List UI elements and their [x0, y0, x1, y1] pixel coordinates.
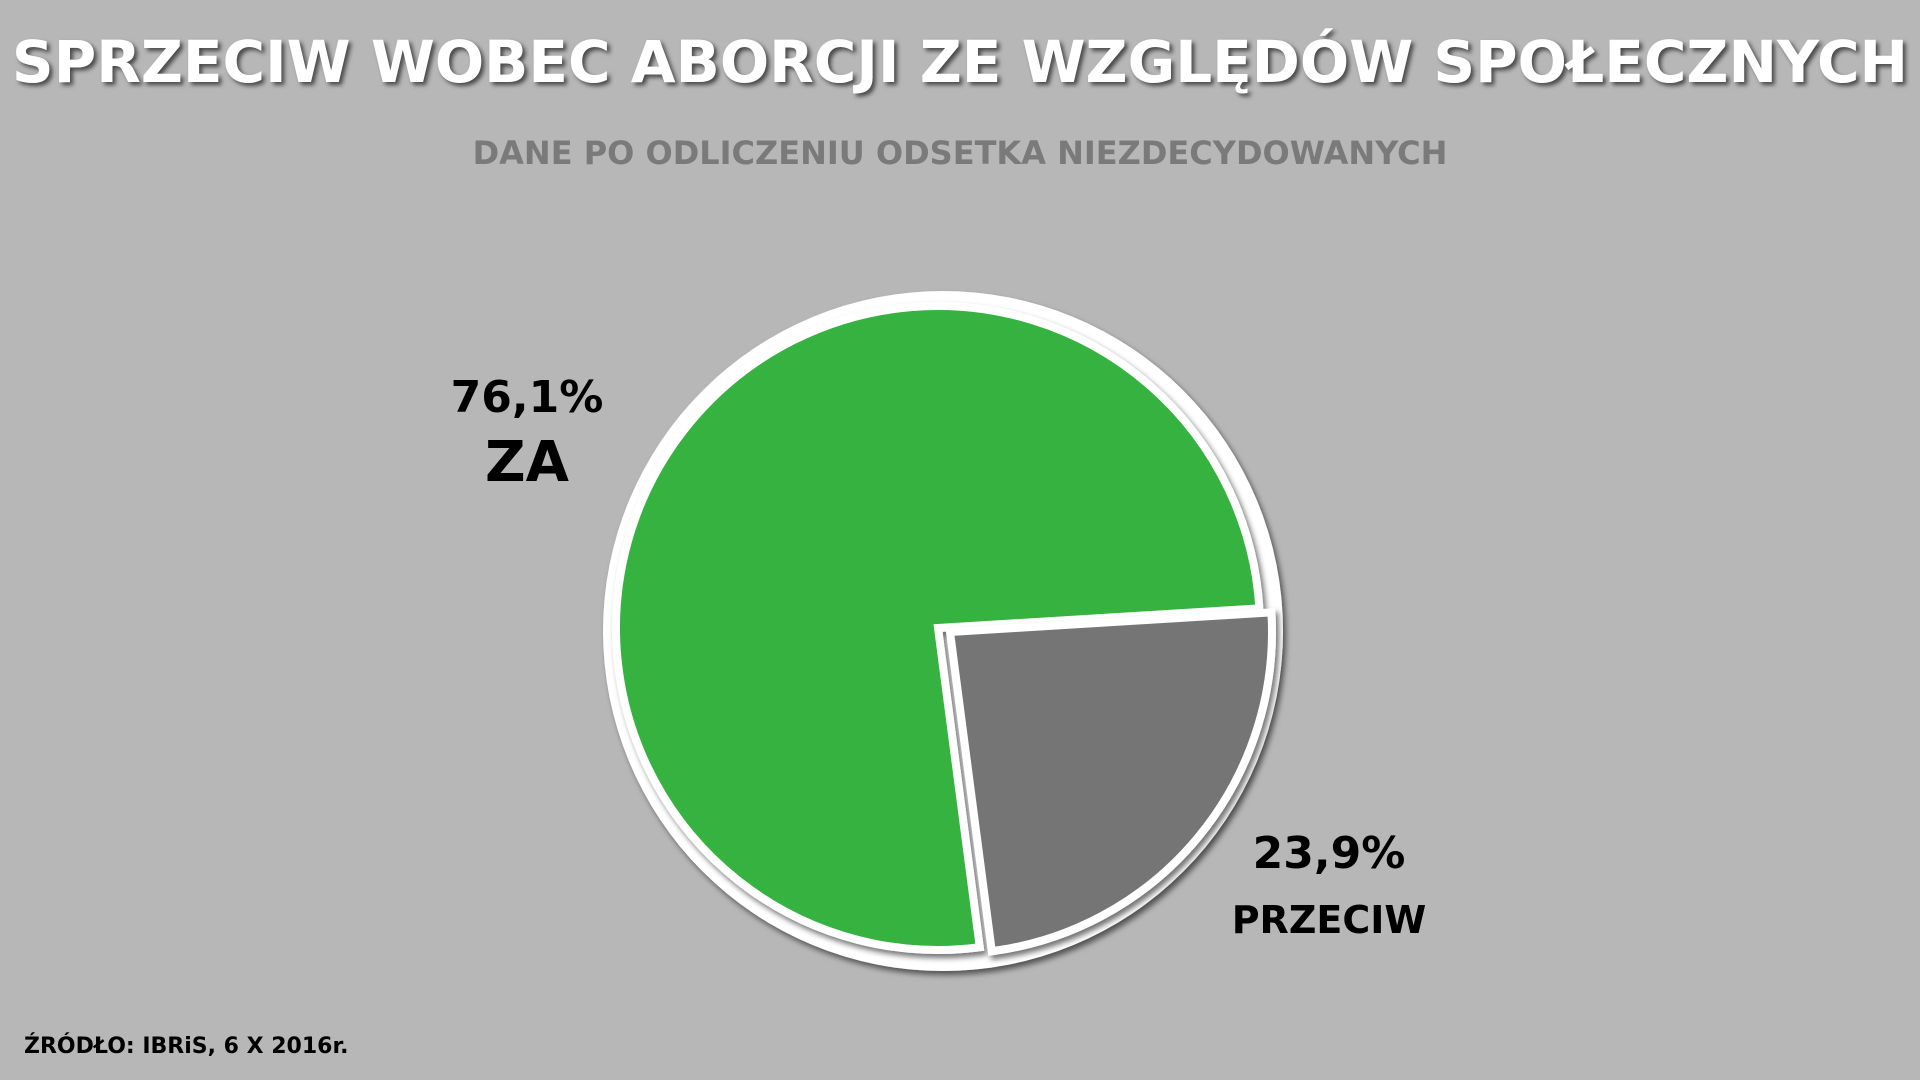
chart-title: SPRZECIW WOBEC ABORCJI ZE WZGLĘDÓW SPOŁE…	[11, 28, 1909, 96]
chart-subtitle: DANE PO ODLICZENIU ODSETKA NIEZDECYDOWAN…	[472, 134, 1448, 172]
pie-slice-przeciw	[945, 608, 1276, 956]
slice-name-label-za: ZA	[485, 430, 569, 495]
slice-value-label-przeciw: 23,9%	[1252, 828, 1406, 879]
source-note: ŹRÓDŁO: IBRiS, 6 X 2016r.	[24, 1034, 349, 1059]
slice-value-label-za: 76,1%	[450, 372, 604, 423]
slice-name-label-przeciw: PRZECIW	[1231, 898, 1427, 942]
pie-slice-za	[612, 302, 1264, 954]
